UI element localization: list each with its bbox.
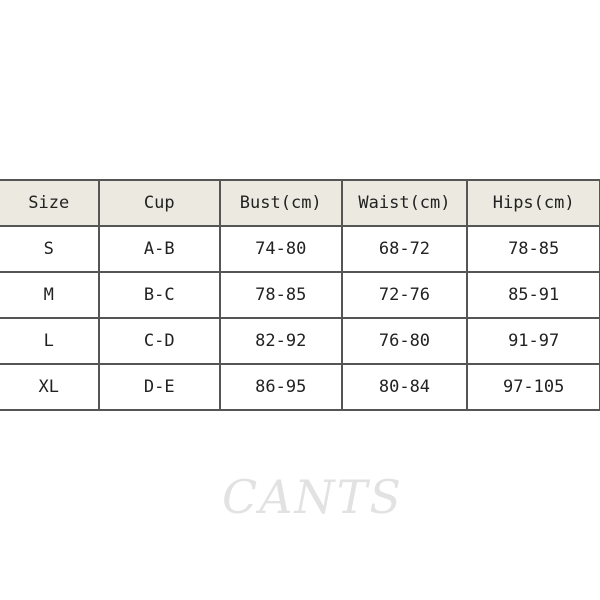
cell-size: S bbox=[0, 225, 100, 273]
header-bust: Bust(cm) bbox=[218, 179, 343, 227]
table-body: S A-B 74-80 68-72 78-85 M B-C 78-85 72-76 85-91 L C… bbox=[0, 225, 600, 411]
header-row: Size Cup Bust(cm) Waist(cm) Hips(cm) bbox=[0, 179, 600, 227]
cell-hips: 97-105 bbox=[466, 363, 600, 411]
table-row: L C-D 82-92 76-80 91-97 bbox=[0, 317, 600, 365]
cell-hips: 78-85 bbox=[466, 225, 600, 273]
cell-bust: 82-92 bbox=[218, 317, 343, 365]
cell-waist: 68-72 bbox=[340, 225, 469, 273]
cell-waist: 80-84 bbox=[340, 363, 469, 411]
cell-size: M bbox=[0, 271, 100, 319]
cell-cup: C-D bbox=[97, 317, 221, 365]
cell-size: L bbox=[0, 317, 100, 365]
table-row: M B-C 78-85 72-76 85-91 bbox=[0, 271, 600, 319]
cell-hips: 91-97 bbox=[466, 317, 600, 365]
watermark: CANTS bbox=[222, 470, 403, 524]
cell-size: XL bbox=[0, 363, 100, 411]
cell-waist: 72-76 bbox=[340, 271, 469, 319]
cell-hips: 85-91 bbox=[466, 271, 600, 319]
cell-cup: B-C bbox=[97, 271, 221, 319]
header-cup: Cup bbox=[97, 179, 221, 227]
table-row: S A-B 74-80 68-72 78-85 bbox=[0, 225, 600, 273]
header-size: Size bbox=[0, 179, 100, 227]
size-chart-table: Size Cup Bust(cm) Waist(cm) Hips(cm) S A-… bbox=[0, 179, 600, 411]
cell-cup: D-E bbox=[97, 363, 221, 411]
header-waist: Waist(cm) bbox=[340, 179, 469, 227]
cell-cup: A-B bbox=[97, 225, 221, 273]
cell-waist: 76-80 bbox=[340, 317, 469, 365]
cell-bust: 86-95 bbox=[218, 363, 343, 411]
cell-bust: 78-85 bbox=[218, 271, 343, 319]
cell-bust: 74-80 bbox=[218, 225, 343, 273]
table-row: XL D-E 86-95 80-84 97-105 bbox=[0, 363, 600, 411]
header-hips: Hips(cm) bbox=[466, 179, 600, 227]
